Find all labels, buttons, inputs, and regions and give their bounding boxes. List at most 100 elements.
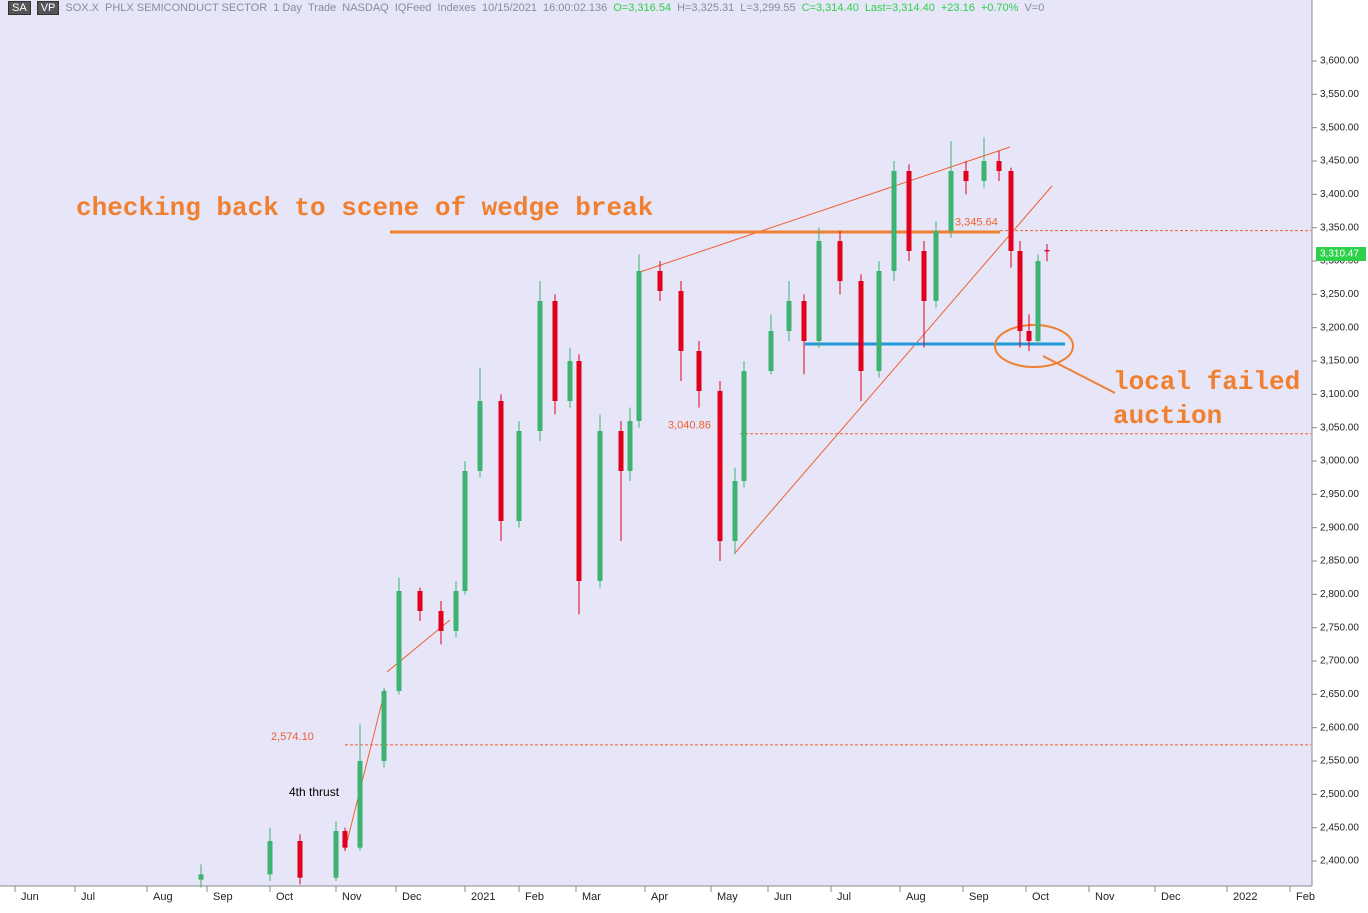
candle-body (597, 431, 603, 581)
candle-body (636, 271, 642, 421)
x-tick-label: Apr (651, 891, 668, 903)
header-bar: SA VP SOX.X PHLX SEMICONDUCT SECTOR 1 Da… (0, 0, 1044, 16)
y-tick-label: 2,550.00 (1320, 756, 1359, 767)
candle-body (768, 331, 774, 371)
candle-body (732, 481, 738, 541)
low: L=3,299.55 (740, 2, 796, 14)
y-tick-label: 3,050.00 (1320, 422, 1359, 433)
candle-body (981, 161, 987, 181)
x-tick-label: 2021 (471, 891, 495, 903)
candle-body (921, 251, 927, 301)
x-tick-label: Dec (1161, 891, 1181, 903)
candle-body (342, 831, 348, 848)
candle-body (816, 241, 822, 341)
last-badge-label: 3,310.47 (1320, 249, 1359, 260)
candle-body (462, 471, 468, 591)
candle-body (963, 171, 969, 181)
trend-line (344, 689, 386, 851)
change: +23.16 (940, 2, 975, 14)
candle-body (837, 241, 843, 281)
y-tick-label: 2,600.00 (1320, 722, 1359, 733)
y-tick-label: 3,000.00 (1320, 456, 1359, 467)
x-tick-label: Sep (969, 891, 989, 903)
y-tick-label: 2,850.00 (1320, 556, 1359, 567)
candle-body (1017, 251, 1023, 331)
last: Last=3,314.40 (864, 2, 935, 14)
layout-button[interactable]: SA (8, 1, 31, 15)
x-tick-label: Jun (21, 891, 39, 903)
y-tick-label: 2,900.00 (1320, 522, 1359, 533)
level-label: 3,040.86 (668, 420, 711, 432)
candle-body (858, 281, 864, 371)
y-tick-label: 3,600.00 (1320, 56, 1359, 67)
x-tick-label: Oct (1032, 891, 1049, 903)
x-tick-label: Oct (276, 891, 293, 903)
x-tick-label: Jul (81, 891, 95, 903)
high: H=3,325.31 (677, 2, 735, 14)
candle-body (657, 271, 663, 291)
candle-body (1044, 249, 1050, 252)
candle-body (297, 841, 303, 878)
time: 16:00:02.136 (543, 2, 608, 14)
mode: Trade (307, 2, 337, 14)
open: O=3,316.54 (613, 2, 672, 14)
volume: V=0 (1024, 2, 1045, 14)
y-tick-label: 3,100.00 (1320, 389, 1359, 400)
x-tick-label: May (717, 891, 738, 903)
candle-body (876, 271, 882, 371)
annotation: 4th thrust (289, 785, 340, 799)
candle-body (198, 874, 204, 880)
x-axis-panel (0, 886, 1368, 913)
period[interactable]: 1 Day (273, 2, 302, 14)
symbol: SOX.X (65, 2, 99, 14)
auction-circle (994, 324, 1074, 368)
y-tick-label: 2,750.00 (1320, 622, 1359, 633)
candle-body (933, 231, 939, 301)
candle-body (1026, 331, 1032, 341)
candle-body (498, 401, 504, 521)
candle-body (381, 691, 387, 761)
candle-body (717, 391, 723, 541)
candle-body (678, 291, 684, 351)
feed: IQFeed (394, 2, 432, 14)
y-tick-label: 3,500.00 (1320, 122, 1359, 133)
exchange: NASDAQ (342, 2, 389, 14)
candle-body (552, 301, 558, 401)
y-tick-label: 3,150.00 (1320, 356, 1359, 367)
x-tick-label: Feb (1296, 891, 1315, 903)
candle-body (906, 171, 912, 251)
candle-body (567, 361, 573, 401)
candle-body (786, 301, 792, 331)
candle-body (267, 841, 273, 875)
candle-body (438, 611, 444, 631)
x-tick-label: Nov (342, 891, 362, 903)
y-tick-label: 2,700.00 (1320, 656, 1359, 667)
y-axis-panel (1312, 0, 1368, 913)
x-tick-label: Jul (837, 891, 851, 903)
x-tick-label: Mar (582, 891, 601, 903)
group: Indexes (437, 2, 476, 14)
candle-body (417, 591, 423, 611)
candle-body (618, 431, 624, 471)
candle-body (696, 351, 702, 391)
date: 10/15/2021 (481, 2, 538, 14)
vp-button[interactable]: VP (36, 1, 60, 15)
y-tick-label: 3,200.00 (1320, 322, 1359, 333)
y-tick-label: 3,550.00 (1320, 89, 1359, 100)
symbol-name: PHLX SEMICONDUCT SECTOR (105, 2, 268, 14)
y-tick-label: 2,500.00 (1320, 789, 1359, 800)
y-tick-label: 3,350.00 (1320, 222, 1359, 233)
y-tick-label: 3,450.00 (1320, 156, 1359, 167)
close: C=3,314.40 (801, 2, 859, 14)
candle-body (576, 361, 582, 581)
x-tick-label: Nov (1095, 891, 1115, 903)
level-label: 3,345.64 (955, 216, 998, 228)
y-tick-label: 3,250.00 (1320, 289, 1359, 300)
annotation: local failed (1113, 367, 1300, 397)
candle-body (453, 591, 459, 631)
candle-body (396, 591, 402, 691)
candle-body (516, 431, 522, 521)
x-tick-label: Sep (213, 891, 233, 903)
